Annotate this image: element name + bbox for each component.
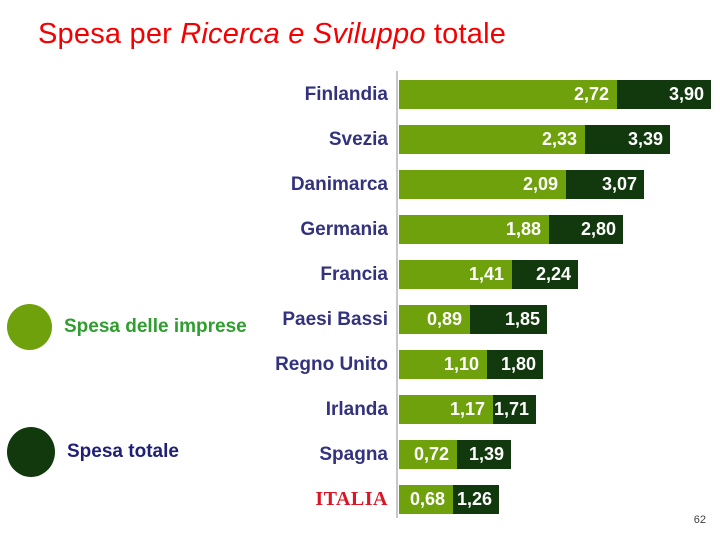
bar-group: 1,10 1,80: [399, 350, 543, 379]
category-label: Paesi Bassi: [282, 308, 388, 330]
bar-segment-imprese: 1,10: [399, 350, 487, 379]
bar-segment-totale: 1,39: [457, 440, 511, 469]
bar-group: 1,88 2,80: [399, 215, 623, 244]
legend-label-spesa-totale: Spesa totale: [67, 441, 179, 462]
value-label: 3,90: [668, 84, 704, 104]
bar-group: 0,89 1,85: [399, 305, 547, 334]
bar-group: 1,41 2,24: [399, 260, 578, 289]
chart-row: ITALIA 0,68 1,26: [0, 477, 720, 522]
title-suffix: totale: [425, 18, 507, 50]
value-label: 0,68: [409, 489, 445, 509]
legend-label-spesa-imprese: Spesa delle imprese: [64, 316, 247, 337]
bar-segment-imprese: 0,89: [399, 305, 470, 334]
chart-row: Francia 1,41 2,24: [0, 252, 720, 297]
bar-segment-totale: 1,71: [493, 395, 536, 424]
value-label: 1,26: [456, 489, 492, 509]
page-title: Spesa per Ricerca e Sviluppo totale: [38, 18, 506, 51]
legend-dark-green-circle-icon: [7, 427, 55, 477]
value-label: 1,85: [504, 309, 540, 329]
chart-row: Spagna 0,72 1,39: [0, 432, 720, 477]
value-label: 1,88: [505, 219, 541, 239]
value-label: 1,39: [468, 444, 504, 464]
bar-segment-totale: 3,07: [566, 170, 644, 199]
value-label: 1,80: [500, 354, 536, 374]
bar-segment-totale: 1,26: [453, 485, 499, 514]
legend-item-spesa-imprese: Spesa delle imprese: [7, 304, 247, 350]
chart-row: Paesi Bassi 0,89 1,85: [0, 297, 720, 342]
chart-row: Regno Unito 1,10 1,80: [0, 342, 720, 387]
bar-segment-imprese: 1,17: [399, 395, 493, 424]
bar-segment-totale: 1,85: [470, 305, 547, 334]
legend-item-spesa-totale: Spesa totale: [7, 427, 179, 477]
value-label: 1,71: [493, 399, 529, 419]
category-label: Spagna: [319, 443, 388, 465]
chart-row: Danimarca 2,09 3,07: [0, 162, 720, 207]
value-label: 1,41: [468, 264, 504, 284]
bar-segment-imprese: 0,68: [399, 485, 453, 514]
value-label: 2,33: [541, 129, 577, 149]
title-italic: Ricerca e Sviluppo: [180, 18, 426, 50]
bar-segment-imprese: 1,41: [399, 260, 512, 289]
bar-segment-imprese: 0,72: [399, 440, 457, 469]
value-label: 2,24: [535, 264, 571, 284]
bar-group: 2,09 3,07: [399, 170, 644, 199]
chart-row: Germania 1,88 2,80: [0, 207, 720, 252]
bar-segment-totale: 3,90: [617, 80, 711, 109]
chart-row: Irlanda 1,17 1,71: [0, 387, 720, 432]
bar-chart: Finlandia 2,72 3,90 Svezia 2,33 3,39 Danimarca…: [0, 72, 720, 522]
category-label: Svezia: [328, 128, 388, 150]
bar-group: 2,33 3,39: [399, 125, 670, 154]
page-number: 62: [693, 514, 706, 526]
value-label: 1,17: [449, 399, 485, 419]
chart-row: Finlandia 2,72 3,90: [0, 72, 720, 117]
value-label: 2,09: [522, 174, 558, 194]
category-label: Irlanda: [325, 398, 388, 420]
bar-segment-imprese: 2,72: [399, 80, 617, 109]
value-label: 2,80: [580, 219, 616, 239]
category-label: Germania: [300, 218, 388, 240]
bar-segment-totale: 2,80: [549, 215, 623, 244]
bar-segment-totale: 2,24: [512, 260, 578, 289]
legend-light-green-circle-icon: [7, 304, 52, 350]
category-label: ITALIA: [315, 488, 388, 510]
bar-group: 2,72 3,90: [399, 80, 711, 109]
bar-segment-imprese: 2,09: [399, 170, 566, 199]
bar-group: 1,17 1,71: [399, 395, 536, 424]
title-prefix: Spesa per: [38, 18, 181, 50]
bar-group: 0,72 1,39: [399, 440, 511, 469]
bar-segment-totale: 1,80: [487, 350, 543, 379]
value-label: 0,89: [426, 309, 462, 329]
chart-row: Svezia 2,33 3,39: [0, 117, 720, 162]
value-label: 3,07: [601, 174, 637, 194]
value-label: 3,39: [627, 129, 663, 149]
bar-segment-imprese: 2,33: [399, 125, 585, 154]
bar-group: 0,68 1,26: [399, 485, 499, 514]
category-label: Finlandia: [304, 83, 388, 105]
category-label: Regno Unito: [275, 353, 388, 375]
bar-segment-imprese: 1,88: [399, 215, 549, 244]
bar-segment-totale: 3,39: [585, 125, 670, 154]
value-label: 2,72: [573, 84, 609, 104]
category-label: Danimarca: [290, 173, 388, 195]
axis-baseline: [396, 71, 398, 518]
value-label: 0,72: [413, 444, 449, 464]
value-label: 1,10: [443, 354, 479, 374]
category-label: Francia: [320, 263, 388, 285]
